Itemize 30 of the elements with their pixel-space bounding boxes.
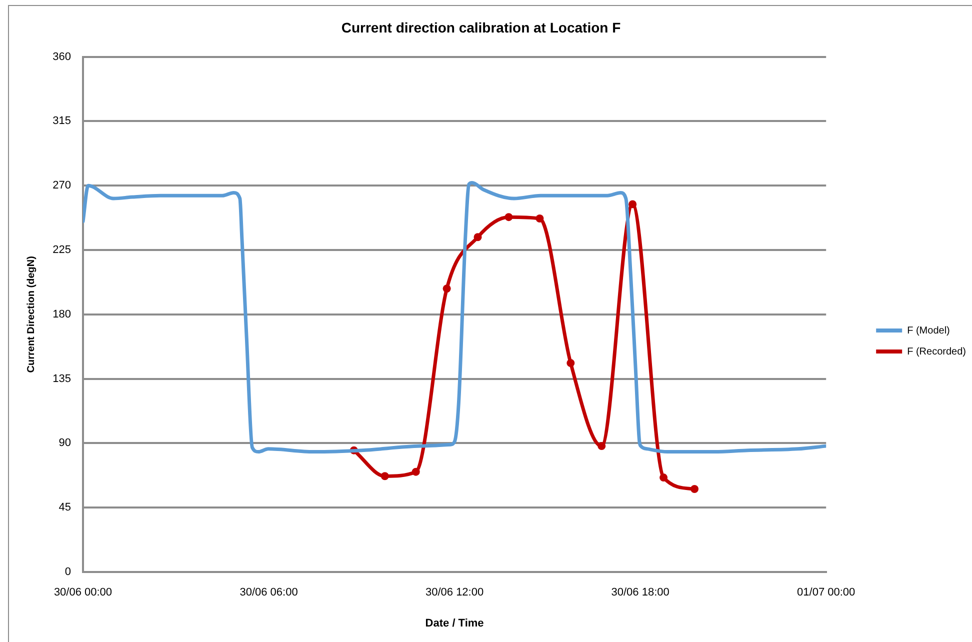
legend-label: F (Model): [907, 325, 950, 336]
y-tick-label: 135: [52, 372, 71, 385]
y-tick-label: 0: [64, 566, 71, 578]
point: [598, 442, 606, 450]
point: [380, 472, 389, 480]
y-tick-label: 270: [52, 180, 71, 192]
point: [690, 484, 699, 493]
legend-label: F (Recorded): [907, 346, 966, 358]
point: [536, 214, 544, 223]
y-tick-label: 180: [52, 308, 71, 320]
y-tick-label: 360: [52, 50, 71, 63]
point: [474, 233, 482, 242]
chart-title: Current direction calibration at Location F: [341, 19, 622, 36]
point: [660, 474, 668, 482]
y-tick-label: 225: [52, 244, 71, 256]
x-tick-label: 30/06 06:00: [240, 586, 298, 599]
x-tick-label: 30/06 12:00: [425, 586, 484, 599]
x-tick-label: 30/06 00:00: [54, 586, 112, 599]
y-tick-label: 315: [52, 115, 71, 128]
point: [504, 213, 513, 222]
point: [442, 284, 451, 293]
point: [412, 468, 420, 476]
y-tick-label: 90: [58, 437, 71, 450]
y-axis-title: Current Direction (degN): [26, 256, 37, 373]
x-axis-title: Date / Time: [425, 617, 484, 630]
x-tick-label: 01/07 00:00: [797, 586, 856, 599]
point: [566, 359, 575, 368]
point: [628, 200, 637, 208]
x-tick-label: 30/06 18:00: [611, 586, 670, 599]
y-tick-label: 45: [58, 502, 71, 514]
